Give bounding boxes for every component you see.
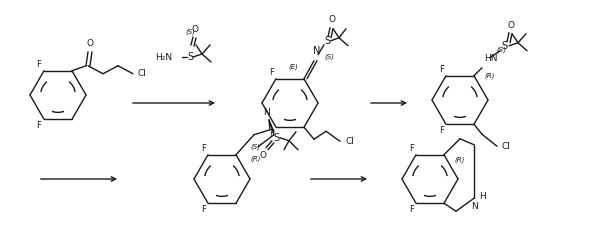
Text: O: O — [192, 25, 198, 34]
Text: (S): (S) — [496, 46, 506, 53]
Text: (S): (S) — [185, 28, 195, 35]
Text: Cl: Cl — [502, 142, 511, 151]
Text: O: O — [508, 21, 514, 30]
Text: N: N — [263, 108, 270, 117]
Text: (R): (R) — [454, 157, 464, 163]
Text: (E): (E) — [288, 63, 298, 70]
Text: S: S — [501, 41, 507, 51]
Text: (R): (R) — [250, 156, 260, 162]
Text: F: F — [36, 121, 41, 130]
Text: HN: HN — [484, 54, 497, 63]
Text: (S): (S) — [250, 144, 260, 150]
Text: Cl: Cl — [345, 137, 354, 146]
Text: F: F — [201, 144, 206, 153]
Text: F: F — [439, 65, 444, 74]
Text: N: N — [472, 202, 478, 211]
Text: F: F — [409, 144, 414, 153]
Text: N: N — [314, 46, 321, 56]
Text: F: F — [269, 68, 274, 77]
Text: F: F — [201, 205, 206, 214]
Text: F: F — [439, 126, 444, 135]
Text: F: F — [269, 129, 274, 138]
Text: Cl: Cl — [138, 69, 147, 78]
Text: O: O — [329, 15, 335, 24]
Text: H: H — [479, 192, 486, 201]
Text: F: F — [36, 60, 41, 69]
Text: (S): (S) — [324, 54, 334, 60]
Text: S: S — [187, 52, 193, 62]
Text: (R): (R) — [484, 73, 494, 79]
Text: O: O — [86, 39, 93, 48]
Text: F: F — [409, 205, 414, 214]
Text: H₂N: H₂N — [155, 53, 172, 62]
Text: S: S — [324, 36, 330, 46]
Text: S: S — [273, 133, 279, 143]
Text: O: O — [259, 151, 267, 160]
